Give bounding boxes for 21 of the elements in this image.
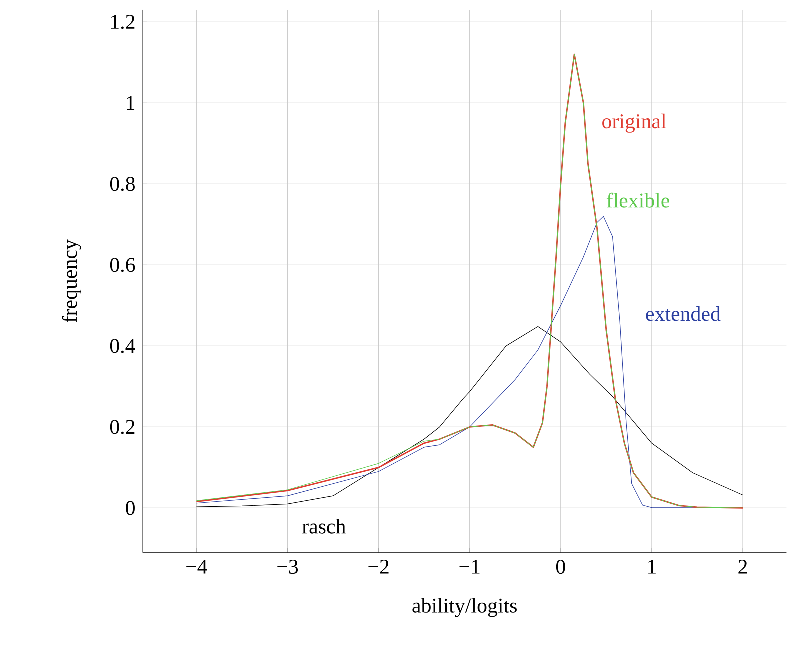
line-series xyxy=(196,326,744,508)
x-tick-label: −4 xyxy=(186,560,208,574)
y-tick-label: 0.2 xyxy=(110,420,135,434)
x-tick-label: −1 xyxy=(460,560,480,574)
series-label: flexible xyxy=(606,193,670,208)
y-tick-label: 0.6 xyxy=(110,258,136,272)
x-axis-title: ability/logits xyxy=(412,598,517,618)
series-label: extended xyxy=(646,306,721,322)
x-tick-label: −2 xyxy=(368,560,389,574)
y-axis-title: frequency xyxy=(62,240,82,323)
x-tick-label: 0 xyxy=(556,560,566,574)
y-tick-label: 1.2 xyxy=(111,15,135,30)
y-tick-label: 0 xyxy=(126,501,135,516)
y-tick-label: 0.8 xyxy=(110,177,135,192)
x-tick-label: −3 xyxy=(278,560,298,574)
series-label: original xyxy=(602,114,666,134)
x-tick-label: 1 xyxy=(648,560,656,574)
x-tick-label: 2 xyxy=(738,560,748,574)
series-label: rasch xyxy=(302,519,346,534)
y-tick-label: 1 xyxy=(127,96,135,110)
y-tick-label: 0.4 xyxy=(110,339,136,354)
